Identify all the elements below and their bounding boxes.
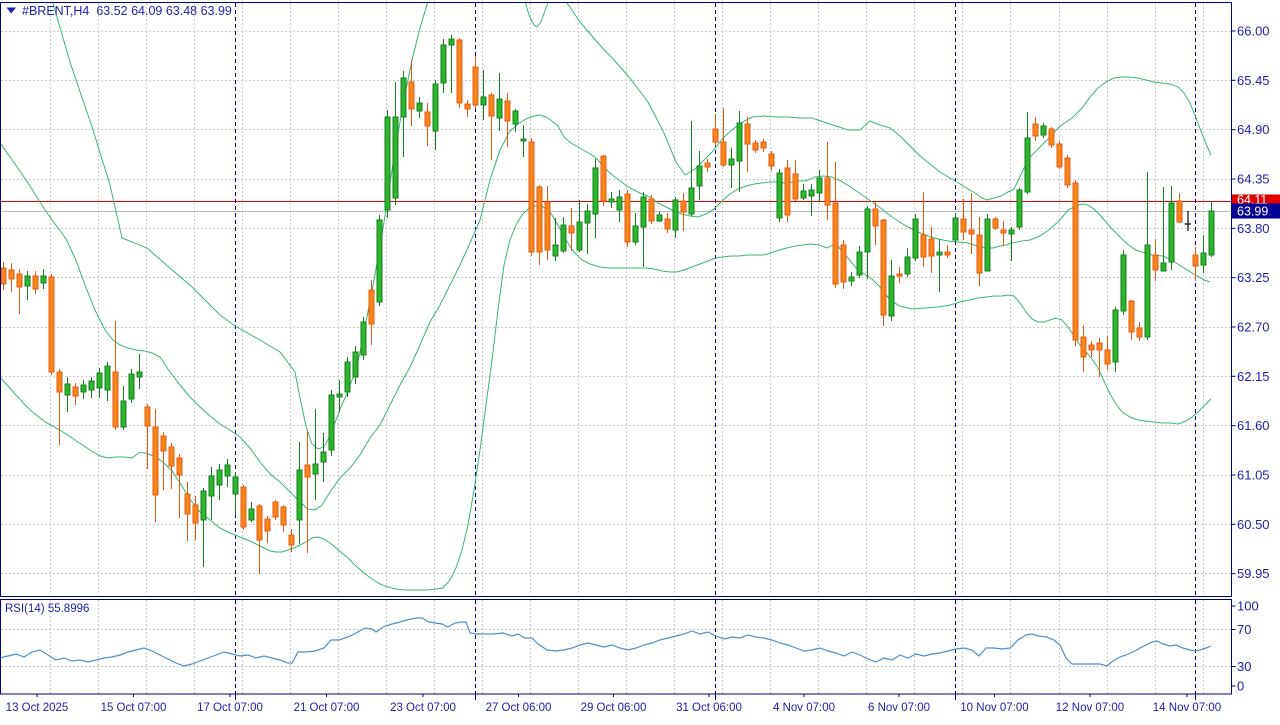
svg-text:27 Oct 06:00: 27 Oct 06:00 (486, 702, 552, 714)
svg-text:64.35: 64.35 (1237, 172, 1270, 187)
svg-text:13 Oct 2025: 13 Oct 2025 (6, 702, 69, 714)
svg-text:23 Oct 07:00: 23 Oct 07:00 (390, 702, 456, 714)
svg-text:15 Oct 07:00: 15 Oct 07:00 (101, 702, 167, 714)
svg-text:12 Nov 07:00: 12 Nov 07:00 (1056, 702, 1124, 714)
svg-text:29 Oct 06:00: 29 Oct 06:00 (581, 702, 647, 714)
svg-text:4 Nov 07:00: 4 Nov 07:00 (773, 702, 835, 714)
svg-text:RSI(14) 55.8996: RSI(14) 55.8996 (5, 603, 89, 615)
svg-text:63.25: 63.25 (1237, 270, 1270, 285)
svg-text:66.00: 66.00 (1237, 24, 1270, 39)
svg-text:61.05: 61.05 (1237, 468, 1270, 483)
svg-text:31 Oct 06:00: 31 Oct 06:00 (676, 702, 742, 714)
svg-text:59.95: 59.95 (1237, 566, 1270, 581)
svg-text:10 Nov 07:00: 10 Nov 07:00 (960, 702, 1028, 714)
svg-text:62.70: 62.70 (1237, 320, 1270, 335)
svg-text:21 Oct 07:00: 21 Oct 07:00 (294, 702, 360, 714)
svg-text:64.90: 64.90 (1237, 122, 1270, 137)
svg-text:62.15: 62.15 (1237, 369, 1270, 384)
svg-text:61.60: 61.60 (1237, 418, 1270, 433)
svg-text:30: 30 (1237, 659, 1251, 674)
svg-text:14 Nov 07:00: 14 Nov 07:00 (1153, 702, 1221, 714)
svg-text:17 Oct 07:00: 17 Oct 07:00 (197, 702, 263, 714)
svg-text:#BRENT,H4 63.52 64.09 63.48 6: #BRENT,H4 63.52 64.09 63.48 63.99 (22, 4, 232, 18)
svg-text:70: 70 (1237, 622, 1251, 637)
svg-text:63.99: 63.99 (1237, 205, 1268, 219)
svg-text:60.50: 60.50 (1237, 517, 1270, 532)
svg-text:65.45: 65.45 (1237, 73, 1270, 88)
svg-text:63.80: 63.80 (1237, 221, 1270, 236)
svg-text:100: 100 (1237, 599, 1259, 614)
svg-text:6 Nov 07:00: 6 Nov 07:00 (868, 702, 930, 714)
svg-text:0: 0 (1237, 679, 1244, 694)
